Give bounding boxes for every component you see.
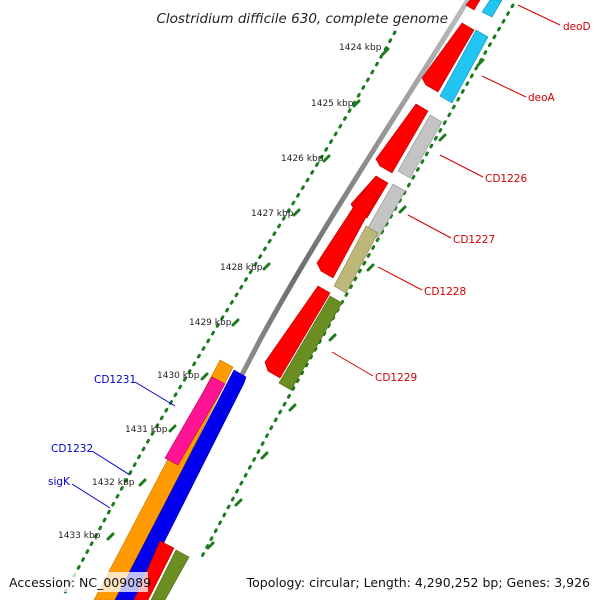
- tick-label: 1433 kbp: [58, 531, 101, 541]
- gene-label-deoA[interactable]: deoA: [528, 92, 556, 104]
- tick-label: 1431 kbp: [125, 425, 168, 435]
- tick-label: 1432 kbp: [92, 478, 135, 488]
- topology-backdrop: [256, 572, 594, 592]
- gene-label-deoD[interactable]: deoD: [563, 21, 591, 33]
- gene-deoD-cds: [465, 0, 481, 11]
- gene-label-cd1232[interactable]: CD1232: [51, 443, 93, 455]
- gene-label-cd1226[interactable]: CD1226: [485, 173, 527, 185]
- gene-label-sigK[interactable]: sigK: [48, 476, 71, 488]
- gene-bottom-green: [150, 549, 190, 600]
- genome-backbone: [122, 0, 471, 600]
- kbp-labels: 1424 kbp 1425 kbp 1426 kbp 1427 kbp 1428…: [58, 43, 382, 541]
- tick-label: 1429 kbp: [189, 318, 232, 328]
- tick-label: 1428 kbp: [220, 263, 263, 273]
- gene-cd1229-cds: [264, 285, 331, 379]
- gene-cd1226-cds: [375, 103, 429, 174]
- gene-cd1229: [278, 295, 343, 391]
- label-leaders-right: [331, 4, 561, 377]
- tick-label: 1430 kbp: [157, 371, 200, 381]
- gene-cd1228: [333, 225, 379, 294]
- gene-label-cd1229[interactable]: CD1229: [375, 372, 417, 384]
- gene-deoA: [439, 29, 489, 104]
- map-title: Clostridium difficile 630, complete geno…: [156, 11, 448, 27]
- accession-backdrop: [6, 572, 148, 592]
- gene-labels-left: CD1231 CD1232 sigK: [48, 374, 136, 488]
- topology-text: Topology: circular; Length: 4,290,252 bp…: [246, 575, 590, 590]
- outer-tick-dots: [60, 30, 397, 600]
- gene-cd1228-cds: [316, 187, 379, 279]
- gene-label-cd1228[interactable]: CD1228: [424, 286, 466, 298]
- tick-label: 1426 kbp: [281, 154, 324, 164]
- gene-deoA-cds: [421, 22, 475, 93]
- tick-label: 1424 kbp: [339, 43, 382, 53]
- inner-tick-dots: [198, 3, 515, 562]
- forward-cds-red: [264, 0, 481, 379]
- gene-pink: [164, 376, 226, 466]
- gene-cd1226: [397, 114, 443, 179]
- tick-label: 1427 kbp: [251, 209, 294, 219]
- gene-deoD: [481, 0, 503, 18]
- gene-label-cd1227[interactable]: CD1227: [453, 234, 495, 246]
- accession-text: Accession: NC_009089: [9, 575, 151, 590]
- label-leaders-left: [71, 381, 176, 509]
- tick-label: 1425 kbp: [311, 99, 354, 109]
- gene-label-cd1231[interactable]: CD1231: [94, 374, 136, 386]
- gene-cd1227: [365, 183, 406, 239]
- gene-labels-right: deoD deoA CD1226 CD1227 CD1228 CD1229: [375, 21, 591, 384]
- kbp-tick-marks: [106, 47, 485, 550]
- gene-blue: [114, 369, 247, 600]
